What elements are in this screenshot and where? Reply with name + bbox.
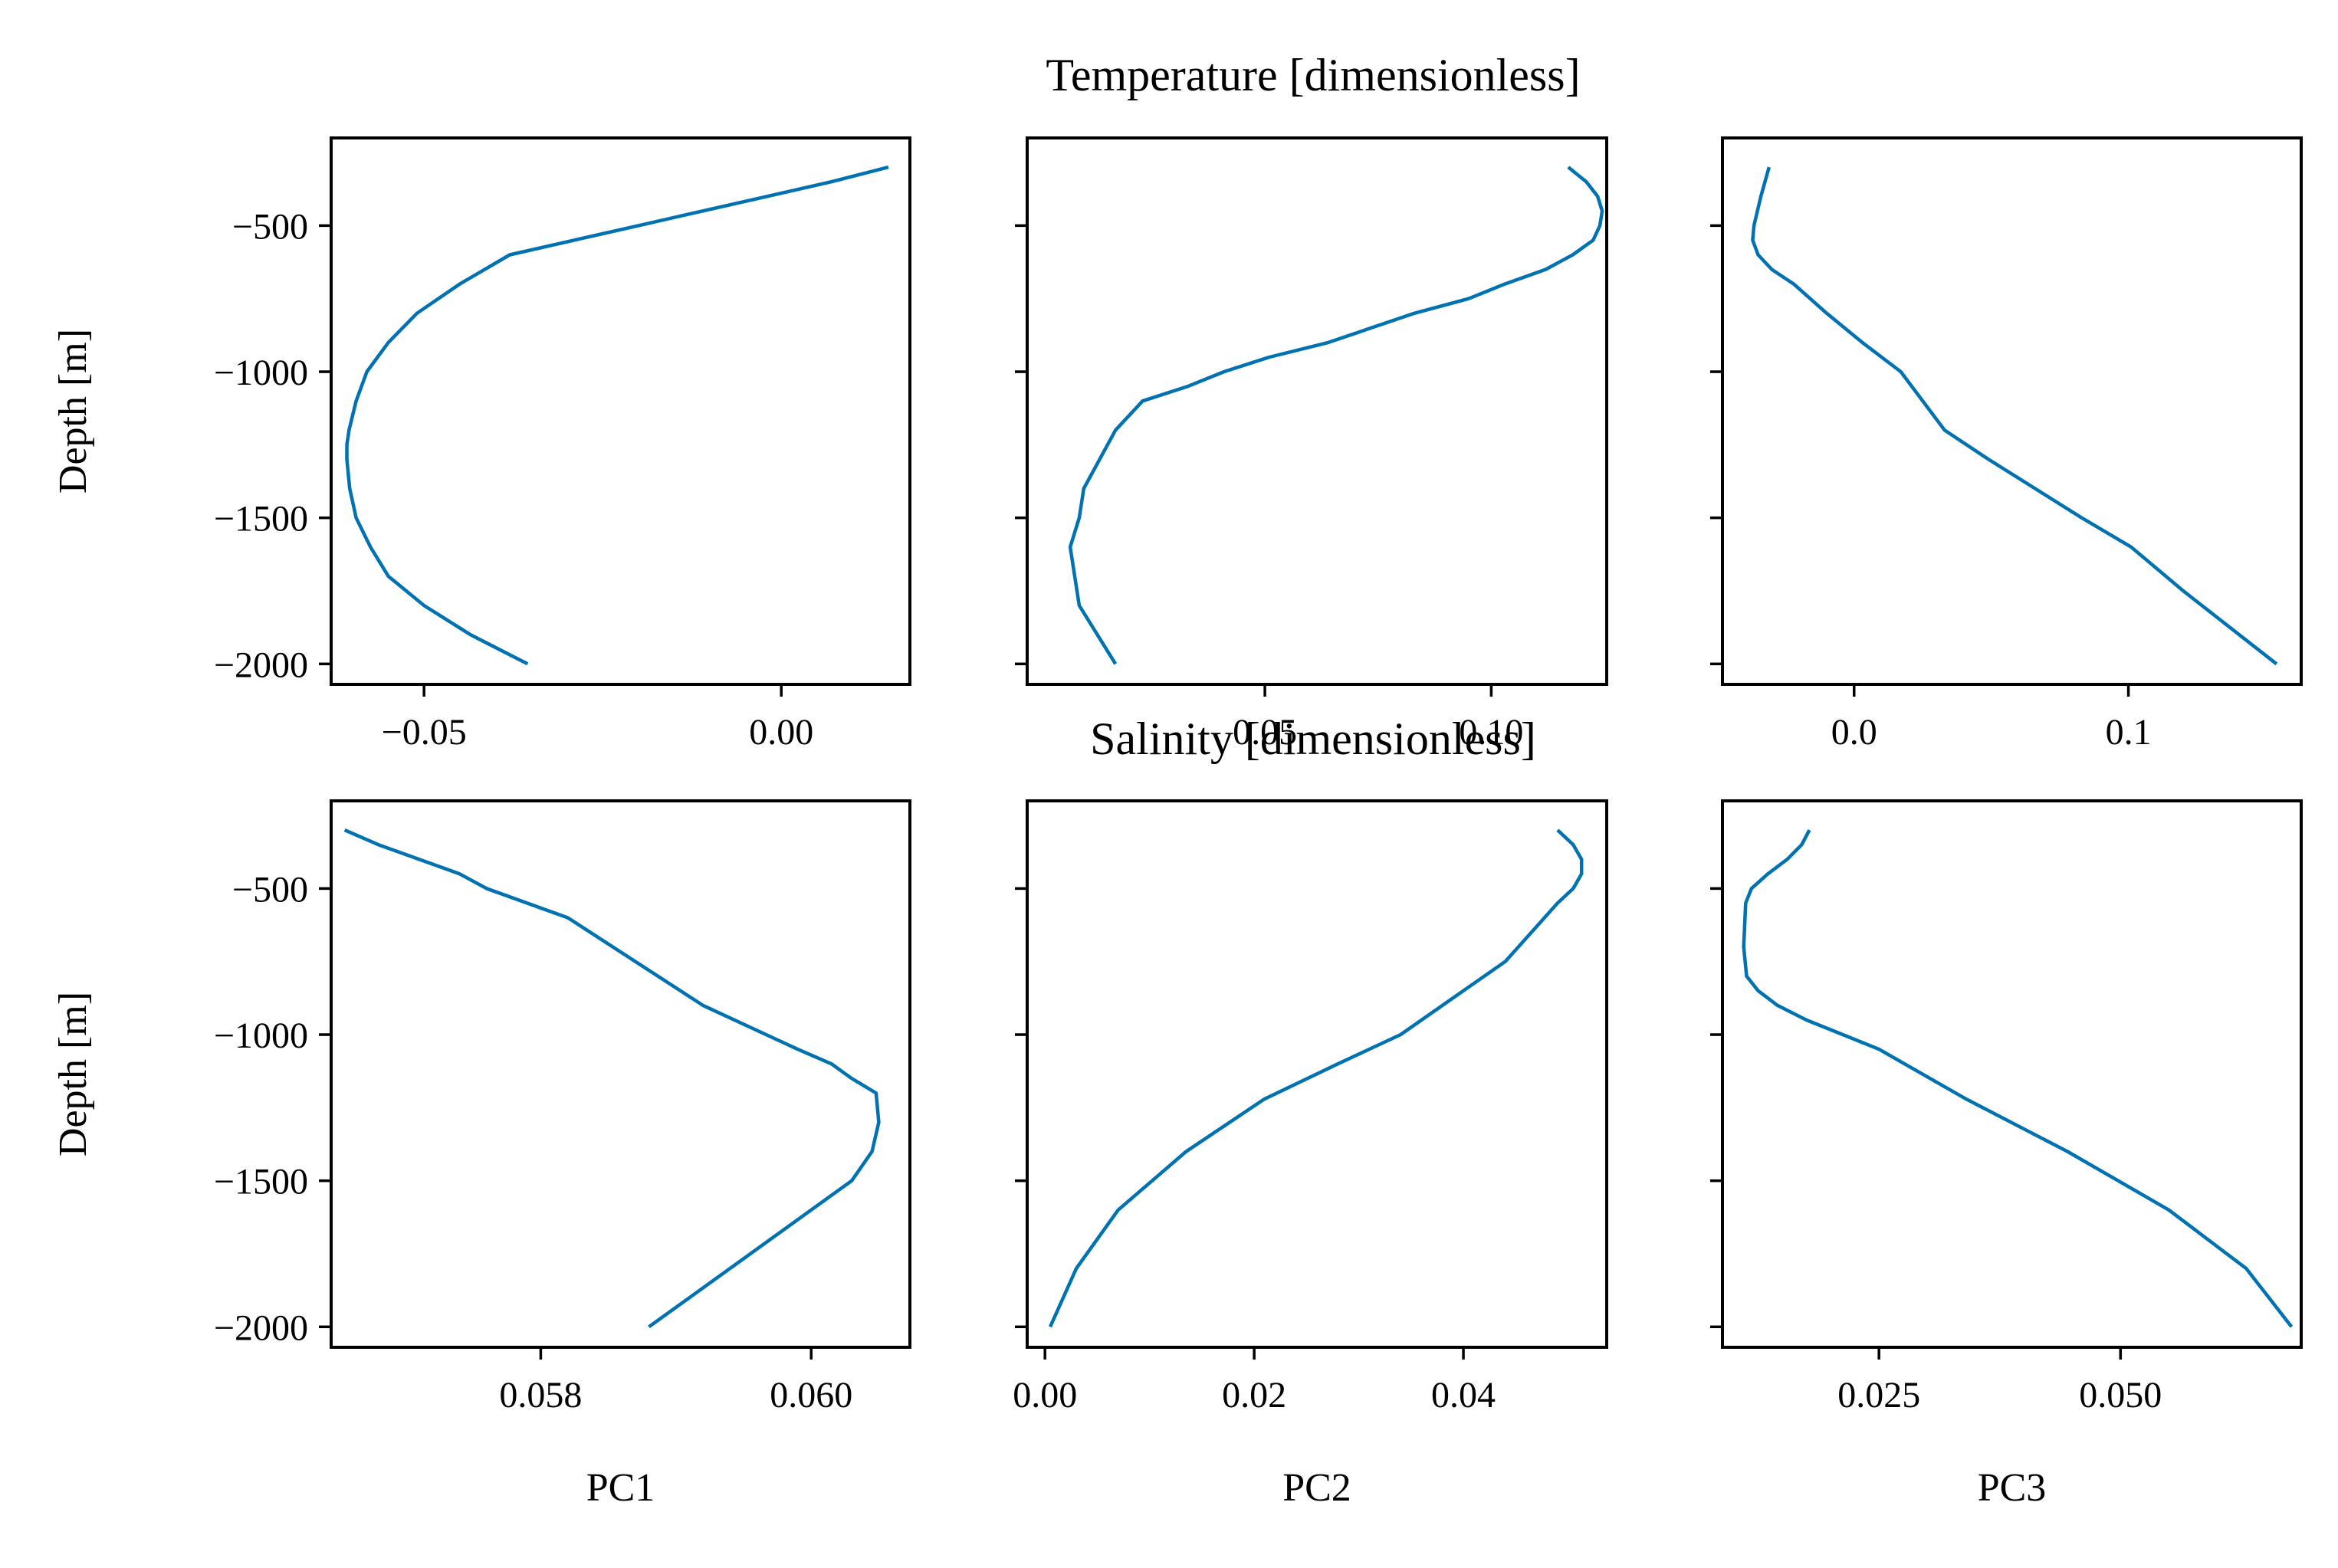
x-tick-label: 0.04 xyxy=(1431,1375,1496,1415)
x-tick-label: 0.00 xyxy=(1013,1375,1077,1415)
x-axis-label: PC3 xyxy=(1978,1466,2047,1510)
axes-frame xyxy=(1721,799,2303,1349)
series-line xyxy=(1742,829,2294,1328)
x-tick-label: 0.1 xyxy=(2106,712,2152,753)
x-tick-label: 0.0 xyxy=(1831,712,1877,753)
x-axis-label: PC2 xyxy=(1282,1466,1351,1510)
y-axis-label: Depth [m] xyxy=(51,329,95,494)
axes-frame xyxy=(330,799,911,1349)
y-tick-label: −1500 xyxy=(214,499,308,540)
x-tick-label: 0.050 xyxy=(2079,1375,2162,1415)
y-tick-label: −1500 xyxy=(214,1162,308,1202)
panel-2: 0.05 0.10 xyxy=(1015,136,1608,753)
x-tick-label: 0.058 xyxy=(499,1375,582,1415)
y-tick-label: −1000 xyxy=(214,1015,308,1056)
series-line xyxy=(1048,828,1584,1328)
y-tick-label: −500 xyxy=(232,869,308,910)
y-tick-label: −500 xyxy=(232,206,308,247)
axes-frame xyxy=(1721,136,2303,686)
panel-4: 0.058 0.060 −500 −1000 −1500 −2000 Depth [m] PC… xyxy=(51,799,911,1510)
series-line xyxy=(1068,166,1604,665)
x-tick-label: 0.060 xyxy=(770,1375,852,1415)
x-tick-label: 0.02 xyxy=(1222,1375,1286,1415)
y-tick-label: −2000 xyxy=(214,1307,308,1348)
x-tick-label: 0.10 xyxy=(1459,712,1523,753)
y-tick-label: −2000 xyxy=(214,645,308,685)
panel-1: −0.05 0.00 −500 −1000 −1500 −2000 Depth [m] xyxy=(51,136,911,753)
series-line xyxy=(345,165,889,666)
y-tick-label: −1000 xyxy=(214,353,308,393)
x-axis-label: PC1 xyxy=(586,1466,655,1510)
axes-frame xyxy=(1026,799,1608,1349)
x-tick-label: −0.05 xyxy=(382,712,467,753)
x-tick-label: 0.025 xyxy=(1837,1375,1920,1415)
axes-frame xyxy=(330,136,911,686)
temperature-row-title: Temperature [dimensionless] xyxy=(1046,50,1580,100)
panel-6: 0.025 0.050 PC3 xyxy=(1710,799,2303,1510)
x-tick-label: 0.00 xyxy=(749,712,813,753)
panel-3: 0.0 0.1 xyxy=(1710,136,2303,753)
series-line xyxy=(343,828,881,1329)
salinity-row-title: Salinity [dimensionless] xyxy=(1090,713,1536,764)
panel-5: 0.00 0.02 0.04 PC2 xyxy=(1013,799,1608,1510)
y-axis-label: Depth [m] xyxy=(51,992,95,1156)
series-line xyxy=(1751,166,2278,666)
axes-frame xyxy=(1026,136,1608,686)
x-tick-label: 0.05 xyxy=(1233,712,1297,753)
